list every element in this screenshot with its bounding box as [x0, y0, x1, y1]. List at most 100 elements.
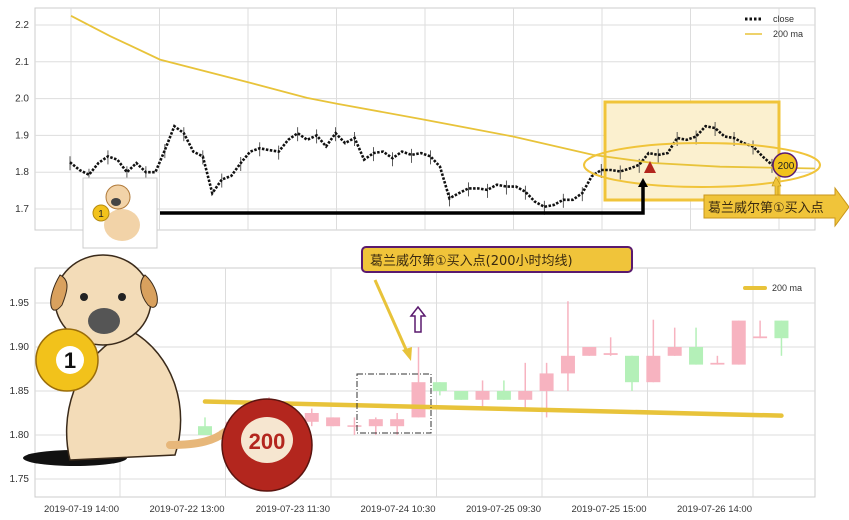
bottom-y-tick: 1.85	[10, 386, 30, 397]
candle-body	[198, 426, 212, 435]
callout-top-text: 葛兰威尔第①买入点	[708, 201, 824, 216]
candle	[496, 380, 511, 400]
callout-arrow-top	[703, 186, 849, 228]
highlight-ellipse	[583, 142, 821, 188]
bottom-x-tick: 2019-07-22 13:00	[149, 504, 224, 515]
candle-body	[347, 425, 362, 427]
candle	[198, 417, 212, 435]
dog-ball-big-label: 1	[64, 348, 76, 373]
ball-1-big-center	[56, 346, 84, 374]
candle-body	[304, 413, 319, 422]
buy-triangle-icon	[644, 161, 656, 173]
candle-body	[518, 391, 533, 400]
callout-pointer-head-icon	[402, 347, 412, 361]
ma-ball-label: 200	[778, 161, 795, 172]
candle-body	[539, 373, 554, 391]
top-y-tick: 1.8	[15, 167, 29, 178]
legend-ma-label-bottom: 200 ma	[772, 283, 802, 293]
candle	[347, 417, 362, 435]
candle	[689, 327, 704, 365]
ball-200-center	[241, 417, 293, 463]
candle	[326, 417, 341, 427]
legend-ma-label: 200 ma	[773, 29, 803, 39]
candle	[731, 320, 746, 365]
dog-ball-label: 1	[98, 209, 104, 220]
callout-bottom-box	[361, 246, 633, 273]
candle	[560, 301, 575, 391]
candle	[368, 417, 383, 435]
candle-body	[625, 355, 639, 383]
bottom-x-tick: 2019-07-19 14:00	[44, 504, 119, 515]
hollow-up-arrow-icon	[409, 305, 427, 333]
bottom-y-tick: 1.75	[10, 474, 30, 485]
candle-body	[475, 391, 490, 400]
dog-body	[104, 209, 140, 241]
ma-ball-icon	[772, 152, 798, 178]
ball-1-icon	[92, 204, 110, 222]
candle-body	[411, 382, 426, 418]
candle-body	[582, 347, 597, 356]
close-line	[69, 124, 773, 209]
ball-200-label: 200	[249, 429, 286, 454]
callout-pointer	[373, 279, 410, 355]
candle-body	[710, 362, 725, 365]
bottom-y-tick: 1.80	[10, 430, 30, 441]
ma-200-line	[70, 15, 816, 170]
candle-body	[454, 391, 469, 400]
ma-200-line-bottom	[202, 399, 784, 418]
top-y-tick: 2.2	[15, 20, 29, 31]
candle-body	[496, 391, 511, 400]
candle	[625, 355, 639, 391]
candle-body	[667, 347, 682, 356]
top-series	[69, 15, 816, 215]
candle	[774, 320, 789, 356]
highlight-box	[603, 100, 781, 202]
bottom-x-tick: 2019-07-24 10:30	[360, 504, 435, 515]
bottom-x-tick: 2019-07-26 14:00	[677, 504, 752, 515]
legend-close-label: close	[773, 14, 794, 24]
candle	[667, 327, 682, 356]
top-y-tick: 2.1	[15, 57, 29, 68]
dog-eye-right	[118, 293, 126, 301]
candle-body	[432, 382, 447, 391]
dog-snout	[111, 198, 121, 206]
bottom-x-tick: 2019-07-25 09:30	[466, 504, 541, 515]
callout-bottom-text: 葛兰威尔第①买入点(200小时均线)	[370, 254, 573, 269]
candle	[646, 319, 661, 383]
top-y-tick: 1.9	[15, 130, 29, 141]
candle-body	[326, 417, 341, 427]
bottom-x-tick: 2019-07-23 11:30	[256, 504, 330, 515]
candle-body	[731, 320, 746, 365]
candle-body	[603, 353, 618, 355]
top-y-tick: 2.0	[15, 94, 29, 105]
candle-body	[368, 419, 383, 427]
dog-snout-big	[88, 308, 120, 334]
dog-illustration: 1	[23, 254, 229, 466]
top-y-tick: 1.7	[15, 204, 29, 215]
arrow-head-icon	[638, 178, 648, 187]
candle	[710, 355, 725, 365]
candle-body	[390, 419, 405, 427]
candle	[304, 408, 319, 427]
candle-body	[689, 347, 704, 365]
dog-ear-right	[140, 274, 158, 308]
dog-eye-left	[80, 293, 88, 301]
candle-body	[560, 355, 575, 374]
candle	[454, 391, 469, 400]
bottom-y-tick: 1.90	[10, 342, 30, 353]
candle	[582, 347, 597, 356]
buy-pointer-arrow	[160, 185, 645, 215]
candle	[518, 362, 533, 409]
top-legend: close 200 ma	[745, 14, 803, 39]
candle-body	[774, 320, 789, 339]
dog-thumbnail: 1	[82, 177, 158, 249]
candle-body	[753, 336, 768, 339]
bottom-x-tick: 2019-07-25 15:00	[571, 504, 646, 515]
candle	[475, 380, 490, 409]
bottom-series	[198, 301, 789, 435]
candle-body	[646, 355, 661, 383]
bottom-y-tick: 1.95	[10, 298, 30, 309]
candle	[603, 337, 618, 356]
bottom-legend: 200 ma	[743, 283, 802, 293]
